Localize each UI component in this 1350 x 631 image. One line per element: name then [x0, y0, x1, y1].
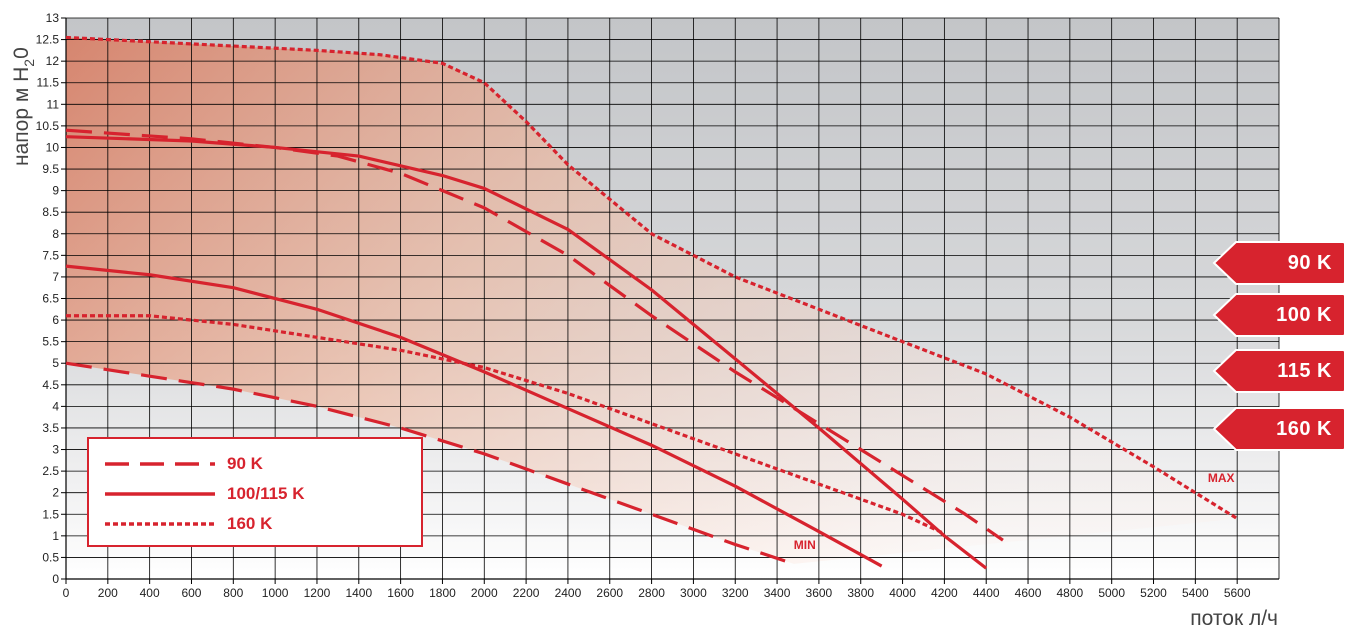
y-tick-label: 0.5	[42, 550, 59, 564]
tag-shape	[1212, 407, 1346, 451]
y-tick-label: 4	[52, 399, 59, 413]
axes	[61, 17, 1279, 584]
series-lines	[65, 35, 1239, 570]
x-tick-label: 3400	[764, 586, 791, 600]
y-tick-label: 13	[46, 11, 60, 25]
legend-label: 160 K	[227, 514, 273, 533]
x-tick-label: 2400	[555, 586, 582, 600]
legend-item-160k: 160 K	[105, 511, 272, 537]
x-tick-label: 5200	[1140, 586, 1167, 600]
legend-dashed-swatch	[105, 462, 215, 466]
x-tick-label: 1800	[429, 586, 456, 600]
model-tag-100k: 100 K	[1212, 292, 1346, 338]
y-tick-label: 8.5	[42, 205, 59, 219]
series-line-100-115-k-min	[65, 264, 883, 568]
tag-label: 160 K	[1276, 418, 1332, 440]
y-tick-label: 0	[52, 572, 59, 586]
annotation-max: MAX	[1208, 471, 1235, 485]
y-tick-label: 2.5	[42, 464, 59, 478]
x-tick-label: 4600	[1015, 586, 1042, 600]
tag-shape	[1212, 293, 1346, 337]
x-tick-label: 4800	[1057, 586, 1084, 600]
curve-annotations: MAX MIN	[794, 471, 1235, 552]
model-tag-160k: 160 K	[1212, 406, 1346, 452]
tag-label: 100 K	[1276, 304, 1332, 326]
x-tick-label: 600	[181, 586, 201, 600]
x-tick-label: 1400	[345, 586, 372, 600]
y-tick-label: 10.5	[36, 119, 60, 133]
tag-shape	[1212, 241, 1346, 285]
series-line-100-115-k-max	[65, 135, 988, 570]
y-tick-label: 3.5	[42, 421, 59, 435]
y-axis-title: напор м H20	[10, 47, 37, 166]
x-tick-label: 4200	[931, 586, 958, 600]
x-tick-label: 200	[98, 586, 118, 600]
y-tick-label: 7	[52, 270, 59, 284]
x-tick-label: 4000	[889, 586, 916, 600]
x-tick-label: 3600	[806, 586, 833, 600]
legend-label: 90 K	[227, 454, 263, 473]
x-tick-label: 5400	[1182, 586, 1209, 600]
y-tick-label: 11	[47, 97, 60, 111]
series-line-90-k-min	[65, 361, 795, 566]
y-axis-subscript: 2	[21, 59, 37, 67]
x-tick-label: 3800	[847, 586, 874, 600]
y-tick-label: 9.5	[42, 162, 59, 176]
y-tick-label: 2	[52, 486, 59, 500]
x-tick-label: 2200	[513, 586, 540, 600]
legend-solid-swatch	[105, 492, 215, 496]
legend-item-100-115k: 100/115 K	[105, 481, 305, 507]
x-tick-label: 2600	[596, 586, 623, 600]
y-tick-label: 4.5	[42, 378, 59, 392]
y-tick-label: 5	[52, 356, 59, 370]
x-tick-label: 400	[140, 586, 160, 600]
model-tag-90k: 90 K	[1212, 240, 1346, 286]
x-tick-label: 5000	[1098, 586, 1125, 600]
tag-shape	[1212, 349, 1346, 393]
x-tick-label: 5600	[1224, 586, 1251, 600]
x-axis-title: поток л/ч	[1190, 607, 1278, 630]
y-tick-label: 3	[52, 443, 59, 457]
series-line-160-k-min	[66, 314, 946, 536]
legend-label: 100/115 K	[227, 484, 305, 503]
y-tick-label: 1.5	[42, 507, 59, 521]
legend: 90 K 100/115 K 160 K	[87, 437, 423, 547]
y-tick-label: 12.5	[36, 33, 60, 47]
y-tick-label: 6	[52, 313, 59, 327]
x-tick-label: 3200	[722, 586, 749, 600]
model-tag-115k: 115 K	[1212, 348, 1346, 394]
x-tick-label: 2000	[471, 586, 498, 600]
x-tick-label: 3000	[680, 586, 707, 600]
tag-label: 90 K	[1287, 252, 1332, 274]
y-tick-labels: 00.511.522.533.544.555.566.577.588.599.5…	[36, 11, 60, 586]
y-tick-label: 9	[52, 184, 59, 198]
x-tick-label: 1200	[304, 586, 331, 600]
x-tick-label: 1600	[387, 586, 414, 600]
y-tick-label: 12	[46, 54, 60, 68]
x-tick-label: 4400	[973, 586, 1000, 600]
y-tick-label: 1	[52, 529, 59, 543]
y-tick-label: 11.5	[37, 76, 60, 90]
y-tick-label: 5.5	[42, 335, 59, 349]
x-tick-label: 2800	[638, 586, 665, 600]
x-tick-labels: 0 200 400 600 800 1000 1200 1400 1600 1800 2000 220…	[63, 586, 1251, 600]
tag-label: 115 K	[1277, 360, 1332, 382]
x-tick-label: 0	[63, 586, 70, 600]
legend-dotted-swatch	[105, 522, 215, 526]
y-tick-label: 6.5	[42, 292, 59, 306]
legend-item-90k: 90 K	[105, 451, 263, 477]
series-line-160-k-max	[65, 35, 1239, 520]
x-tick-label: 800	[223, 586, 243, 600]
x-tick-label: 1000	[262, 586, 289, 600]
annotation-min: MIN	[794, 538, 816, 552]
y-tick-label: 7.5	[42, 248, 59, 262]
y-tick-label: 8	[52, 227, 59, 241]
y-tick-label: 10	[46, 140, 60, 154]
